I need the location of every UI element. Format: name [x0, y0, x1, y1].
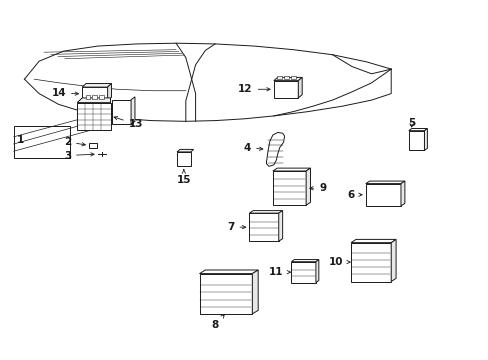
Bar	[249, 213, 278, 241]
Bar	[273, 81, 298, 98]
Bar	[85, 95, 90, 99]
Polygon shape	[82, 84, 111, 87]
Polygon shape	[291, 260, 318, 262]
Text: 8: 8	[211, 315, 224, 330]
Polygon shape	[278, 211, 282, 241]
Text: 6: 6	[347, 190, 361, 200]
Bar	[82, 87, 107, 101]
Bar	[89, 143, 97, 148]
Text: 11: 11	[268, 267, 290, 277]
Bar	[199, 274, 252, 314]
Text: 3: 3	[64, 150, 94, 161]
Bar	[92, 95, 97, 99]
Text: 2: 2	[64, 137, 85, 147]
Polygon shape	[365, 181, 404, 184]
Bar	[408, 131, 424, 150]
Polygon shape	[408, 129, 427, 131]
Text: 9: 9	[309, 183, 325, 193]
Text: 14: 14	[51, 88, 78, 98]
Bar	[272, 171, 305, 205]
Polygon shape	[77, 98, 110, 103]
Polygon shape	[315, 260, 318, 283]
Polygon shape	[252, 270, 258, 314]
Bar	[291, 76, 296, 79]
Bar	[291, 262, 315, 283]
Bar	[276, 76, 281, 79]
Text: 1: 1	[17, 135, 24, 145]
Text: 5: 5	[407, 118, 414, 128]
Bar	[77, 103, 110, 130]
Polygon shape	[272, 168, 310, 171]
Polygon shape	[199, 270, 258, 274]
Polygon shape	[249, 211, 282, 213]
Bar	[112, 100, 131, 124]
Text: 4: 4	[243, 143, 262, 153]
Polygon shape	[177, 149, 193, 152]
Bar	[14, 126, 70, 158]
Polygon shape	[131, 97, 135, 124]
Polygon shape	[273, 77, 302, 81]
Text: 7: 7	[226, 222, 245, 232]
Polygon shape	[350, 239, 395, 243]
Polygon shape	[107, 84, 111, 101]
Polygon shape	[305, 168, 310, 205]
Polygon shape	[424, 129, 427, 150]
Bar	[284, 76, 288, 79]
Text: 10: 10	[328, 257, 349, 267]
Polygon shape	[390, 239, 395, 282]
Bar	[350, 243, 390, 282]
Text: 12: 12	[238, 84, 269, 94]
Bar	[99, 95, 104, 99]
Text: 13: 13	[114, 117, 143, 129]
Polygon shape	[298, 77, 302, 98]
Bar	[365, 184, 400, 206]
Bar	[177, 152, 190, 166]
Text: 15: 15	[176, 170, 191, 185]
Polygon shape	[400, 181, 404, 206]
